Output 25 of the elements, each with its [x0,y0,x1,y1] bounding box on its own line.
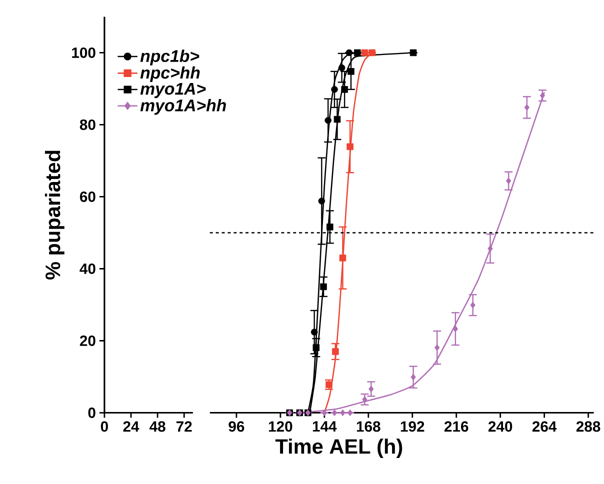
x-tick-label: 24 [123,421,140,432]
x-tick-label: 48 [150,421,166,432]
legend-label: myo1A> [140,82,206,98]
x-tick-label: 264 [532,421,557,432]
x-tick-label: 192 [400,421,424,432]
x-tick-label: 120 [268,421,292,432]
y-tick-label: 100 [72,47,96,58]
y-tick-label: 40 [80,263,96,274]
x-tick-label: 240 [488,421,512,432]
y-tick-label: 80 [80,119,96,130]
legend-label: npc>hh [140,66,200,82]
x-tick-label: 216 [444,421,468,432]
x-tick-label: 0 [100,421,108,432]
y-tick-label: 20 [80,335,96,346]
legend-label: npc1b> [140,49,200,66]
x-tick-label: 72 [176,421,192,432]
x-tick-label: 144 [312,421,337,432]
y-axis-title: % pupariated [44,150,64,280]
x-tick-label: 288 [576,421,600,432]
y-tick-label: 60 [80,191,96,202]
x-tick-label: 168 [356,421,380,432]
x-axis-title: Time AEL (h) [275,438,402,458]
y-tick-label: 0 [88,407,96,418]
legend-label: myo1A>hh [140,98,226,115]
x-tick-label: 96 [228,421,244,432]
